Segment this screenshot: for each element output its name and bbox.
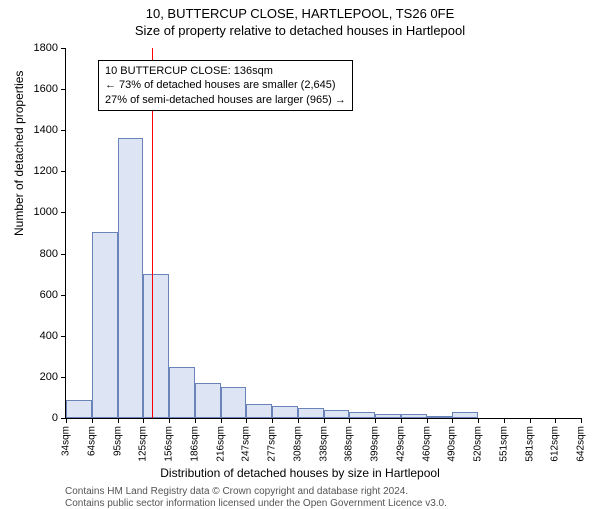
y-tick-label: 800: [40, 248, 58, 260]
y-tick-label: 1000: [34, 206, 58, 218]
y-tick: [61, 377, 66, 378]
x-tick-label: 490sqm: [447, 426, 458, 462]
histogram-bar: [143, 274, 169, 418]
x-tick: [246, 418, 247, 423]
x-tick-label: 612sqm: [550, 426, 561, 462]
x-tick-label: 642sqm: [576, 426, 587, 462]
y-tick-label: 200: [40, 371, 58, 383]
histogram-bar: [169, 367, 195, 418]
x-tick: [581, 418, 582, 423]
x-tick-label: 186sqm: [189, 426, 200, 462]
x-tick: [195, 418, 196, 423]
histogram-bar: [92, 232, 118, 418]
footer-copyright-1: Contains HM Land Registry data © Crown c…: [65, 486, 408, 497]
x-tick: [452, 418, 453, 423]
histogram-bar: [427, 416, 453, 418]
x-tick: [401, 418, 402, 423]
histogram-bar: [298, 408, 324, 418]
x-tick-label: 338sqm: [318, 426, 329, 462]
x-tick: [221, 418, 222, 423]
x-tick-label: 429sqm: [395, 426, 406, 462]
y-tick: [61, 254, 66, 255]
histogram-bar: [375, 414, 401, 418]
x-tick-label: 64sqm: [86, 426, 97, 456]
x-tick-label: 460sqm: [421, 426, 432, 462]
annotation-box: 10 BUTTERCUP CLOSE: 136sqm← 73% of detac…: [98, 60, 353, 111]
x-tick: [272, 418, 273, 423]
y-tick-label: 1600: [34, 83, 58, 95]
y-tick: [61, 89, 66, 90]
x-tick: [324, 418, 325, 423]
histogram-bar: [272, 406, 298, 418]
x-tick-label: 247sqm: [241, 426, 252, 462]
x-tick-label: 125sqm: [138, 426, 149, 462]
x-tick: [66, 418, 67, 423]
x-tick: [169, 418, 170, 423]
x-tick: [555, 418, 556, 423]
histogram-bar: [349, 412, 375, 418]
x-tick-label: 216sqm: [215, 426, 226, 462]
y-tick: [61, 212, 66, 213]
x-tick: [298, 418, 299, 423]
x-tick: [478, 418, 479, 423]
x-axis-label: Distribution of detached houses by size …: [0, 466, 600, 480]
histogram-bar: [324, 410, 350, 418]
y-tick: [61, 48, 66, 49]
x-tick: [92, 418, 93, 423]
x-tick-label: 308sqm: [292, 426, 303, 462]
x-tick-label: 277sqm: [267, 426, 278, 462]
y-tick-label: 0: [52, 412, 58, 424]
y-tick: [61, 171, 66, 172]
chart-title-main: 10, BUTTERCUP CLOSE, HARTLEPOOL, TS26 0F…: [0, 6, 600, 21]
x-tick-label: 581sqm: [524, 426, 535, 462]
x-tick: [530, 418, 531, 423]
y-tick-label: 1200: [34, 165, 58, 177]
y-tick-label: 1800: [34, 42, 58, 54]
x-tick: [118, 418, 119, 423]
x-tick-label: 368sqm: [344, 426, 355, 462]
y-tick: [61, 336, 66, 337]
x-tick-label: 551sqm: [498, 426, 509, 462]
annotation-line3: 27% of semi-detached houses are larger (…: [105, 93, 346, 107]
histogram-bar: [118, 138, 144, 418]
annotation-line1: 10 BUTTERCUP CLOSE: 136sqm: [105, 64, 346, 78]
histogram-bar: [195, 383, 221, 418]
x-tick-label: 156sqm: [164, 426, 175, 462]
y-axis-label: Number of detached properties: [12, 71, 26, 236]
x-tick: [504, 418, 505, 423]
x-tick: [427, 418, 428, 423]
x-tick: [375, 418, 376, 423]
histogram-bar: [401, 414, 427, 418]
y-tick-label: 600: [40, 289, 58, 301]
y-tick: [61, 295, 66, 296]
histogram-bar: [246, 404, 272, 418]
annotation-line2: ← 73% of detached houses are smaller (2,…: [105, 78, 346, 92]
histogram-bar: [66, 400, 92, 419]
histogram-bar: [221, 387, 247, 418]
x-tick: [143, 418, 144, 423]
chart-title-sub: Size of property relative to detached ho…: [0, 23, 600, 38]
x-tick-label: 34sqm: [61, 426, 72, 456]
x-tick: [349, 418, 350, 423]
y-tick: [61, 130, 66, 131]
y-tick-label: 400: [40, 330, 58, 342]
chart-plot-area: 02004006008001000120014001600180034sqm64…: [65, 48, 581, 419]
x-tick-label: 95sqm: [112, 426, 123, 456]
x-tick-label: 520sqm: [473, 426, 484, 462]
y-tick-label: 1400: [34, 124, 58, 136]
x-tick-label: 399sqm: [370, 426, 381, 462]
histogram-bar: [452, 412, 478, 418]
